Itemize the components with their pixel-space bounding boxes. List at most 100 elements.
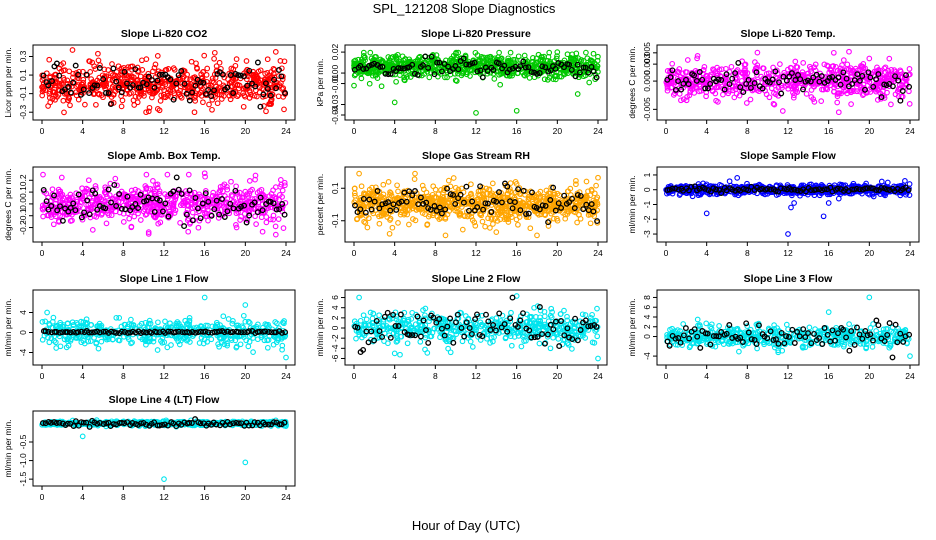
data-point [480, 193, 487, 200]
mean-point [834, 185, 841, 192]
mean-point [525, 210, 532, 217]
data-point [800, 60, 807, 66]
data-point [243, 76, 250, 83]
data-point [52, 213, 59, 220]
y-tick-label: 0.000 [642, 70, 652, 92]
data-point [155, 220, 162, 227]
mean-point [582, 64, 589, 71]
data-point [787, 83, 794, 89]
mean-point [444, 185, 451, 192]
mean-point [678, 86, 685, 93]
data-point [505, 55, 512, 62]
data-point [366, 80, 373, 87]
data-point [262, 70, 268, 77]
data-point [866, 55, 873, 62]
mean-point [889, 83, 896, 90]
mean-point [186, 97, 193, 104]
data-point [825, 200, 832, 206]
mean-point [525, 64, 532, 71]
mean-point [788, 70, 795, 77]
data-point [76, 68, 82, 75]
mean-point [669, 67, 676, 74]
data-point [106, 76, 113, 83]
mean-point [685, 81, 692, 88]
data-point [493, 229, 500, 235]
mean-point [469, 198, 476, 205]
data-point [362, 219, 369, 226]
mean-point [794, 187, 801, 194]
data-point [504, 191, 511, 198]
data-point [233, 183, 239, 190]
data-point [431, 194, 438, 201]
data-point [52, 78, 59, 85]
mean-point [533, 204, 540, 211]
data-point [881, 75, 888, 82]
data-point [154, 106, 161, 112]
data-point [546, 49, 553, 56]
data-point [126, 215, 133, 222]
data-point [106, 192, 113, 198]
data-point [206, 101, 212, 108]
mean-point [243, 219, 250, 226]
data-point [136, 94, 142, 100]
data-point [354, 215, 360, 222]
mean-point [547, 197, 554, 203]
data-point [770, 100, 777, 107]
data-point [200, 69, 207, 75]
mean-point [729, 186, 736, 193]
data-point [475, 198, 482, 205]
mean-point [175, 72, 182, 79]
data-point [435, 191, 442, 198]
mean-point [238, 203, 245, 210]
data-point [452, 184, 459, 191]
data-point [250, 74, 257, 81]
data-point [81, 188, 88, 195]
data-point [787, 64, 794, 71]
mean-point [246, 67, 253, 74]
data-point [64, 77, 71, 84]
data-point [191, 109, 198, 116]
x-tick-label: 8 [121, 126, 126, 136]
data-point [595, 53, 601, 60]
data-point [377, 56, 384, 63]
mean-point [571, 205, 578, 212]
data-point [52, 96, 58, 103]
mean-point [267, 92, 274, 99]
data-point [248, 91, 254, 98]
x-tick-label: 20 [241, 371, 251, 381]
data-point [250, 72, 257, 78]
data-point [101, 83, 108, 90]
mean-point [729, 75, 736, 82]
mean-point [840, 69, 847, 76]
data-point [93, 200, 100, 206]
mean-point [680, 80, 687, 87]
points-layer [663, 175, 913, 237]
data-point [220, 183, 226, 189]
mean-point [800, 86, 806, 93]
y-tick-label: -0.04 [330, 105, 340, 125]
mean-point [254, 209, 261, 216]
mean-point [362, 209, 369, 216]
data-point [578, 57, 585, 63]
mean-point [849, 80, 856, 87]
data-point [241, 92, 248, 99]
data-point [694, 53, 701, 59]
mean-point [49, 78, 55, 85]
x-tick-label: 8 [745, 126, 750, 136]
data-point [145, 208, 151, 215]
data-point [165, 66, 172, 72]
mean-point [574, 191, 581, 198]
data-point [103, 191, 109, 197]
x-tick-label: 20 [553, 126, 563, 136]
y-tick-label: 0.003 [642, 53, 652, 75]
mean-point [221, 214, 228, 220]
y-tick-label: -0.1 [18, 208, 28, 223]
mean-point [241, 202, 248, 209]
data-point [80, 76, 87, 83]
data-point [145, 229, 152, 235]
data-point [216, 343, 222, 350]
data-point [570, 206, 577, 213]
data-point [49, 186, 56, 193]
points-layer [351, 49, 601, 116]
data-point [583, 49, 589, 56]
